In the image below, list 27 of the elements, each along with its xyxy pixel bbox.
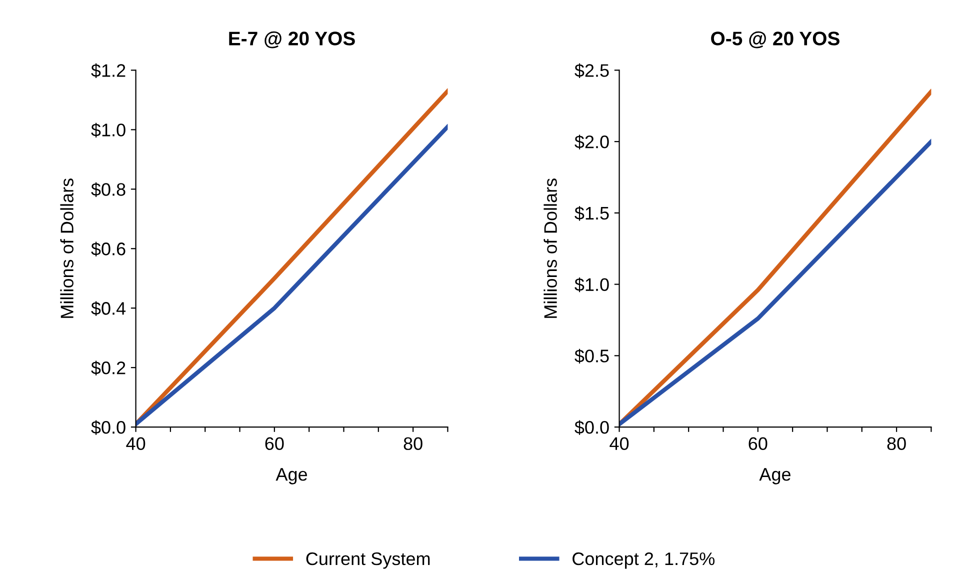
y-tick-label: $2.5 — [574, 63, 609, 78]
y-tick-label: $0.2 — [91, 360, 126, 376]
x-tick-label: 60 — [265, 437, 284, 450]
y-tick-label: $0.0 — [91, 420, 126, 435]
x-tick-label: 80 — [887, 437, 906, 450]
y-axis-title: Millions of Dollars — [60, 178, 74, 318]
y-tick-label: $0.5 — [574, 348, 609, 364]
chart-title: O-5 @ 20 YOS — [711, 31, 840, 48]
x-tick-label: 40 — [126, 437, 146, 450]
x-axis-title: Age — [276, 468, 308, 484]
x-tick-label: 60 — [748, 437, 768, 450]
legend-label: Concept 2, 1.75% — [572, 552, 715, 569]
y-tick-label: $0.0 — [574, 420, 609, 435]
y-tick-label: $0.8 — [91, 182, 126, 197]
chart-title: E-7 @ 20 YOS — [229, 31, 355, 48]
y-tick-label: $1.0 — [91, 122, 126, 138]
y-axis-title: Millions of Dollars — [544, 178, 557, 318]
y-tick-label: $2.0 — [574, 134, 609, 150]
y-tick-label: $1.5 — [574, 206, 609, 221]
x-axis-title: Age — [759, 468, 790, 484]
y-tick-label: $0.6 — [91, 242, 126, 256]
x-tick-label: 40 — [610, 437, 629, 450]
x-tick-label: 80 — [404, 437, 422, 450]
y-tick-label: $0.4 — [91, 301, 126, 316]
legend-label: Current System — [306, 552, 430, 569]
y-tick-label: $1.0 — [574, 277, 609, 292]
y-tick-label: $1.2 — [91, 63, 126, 78]
